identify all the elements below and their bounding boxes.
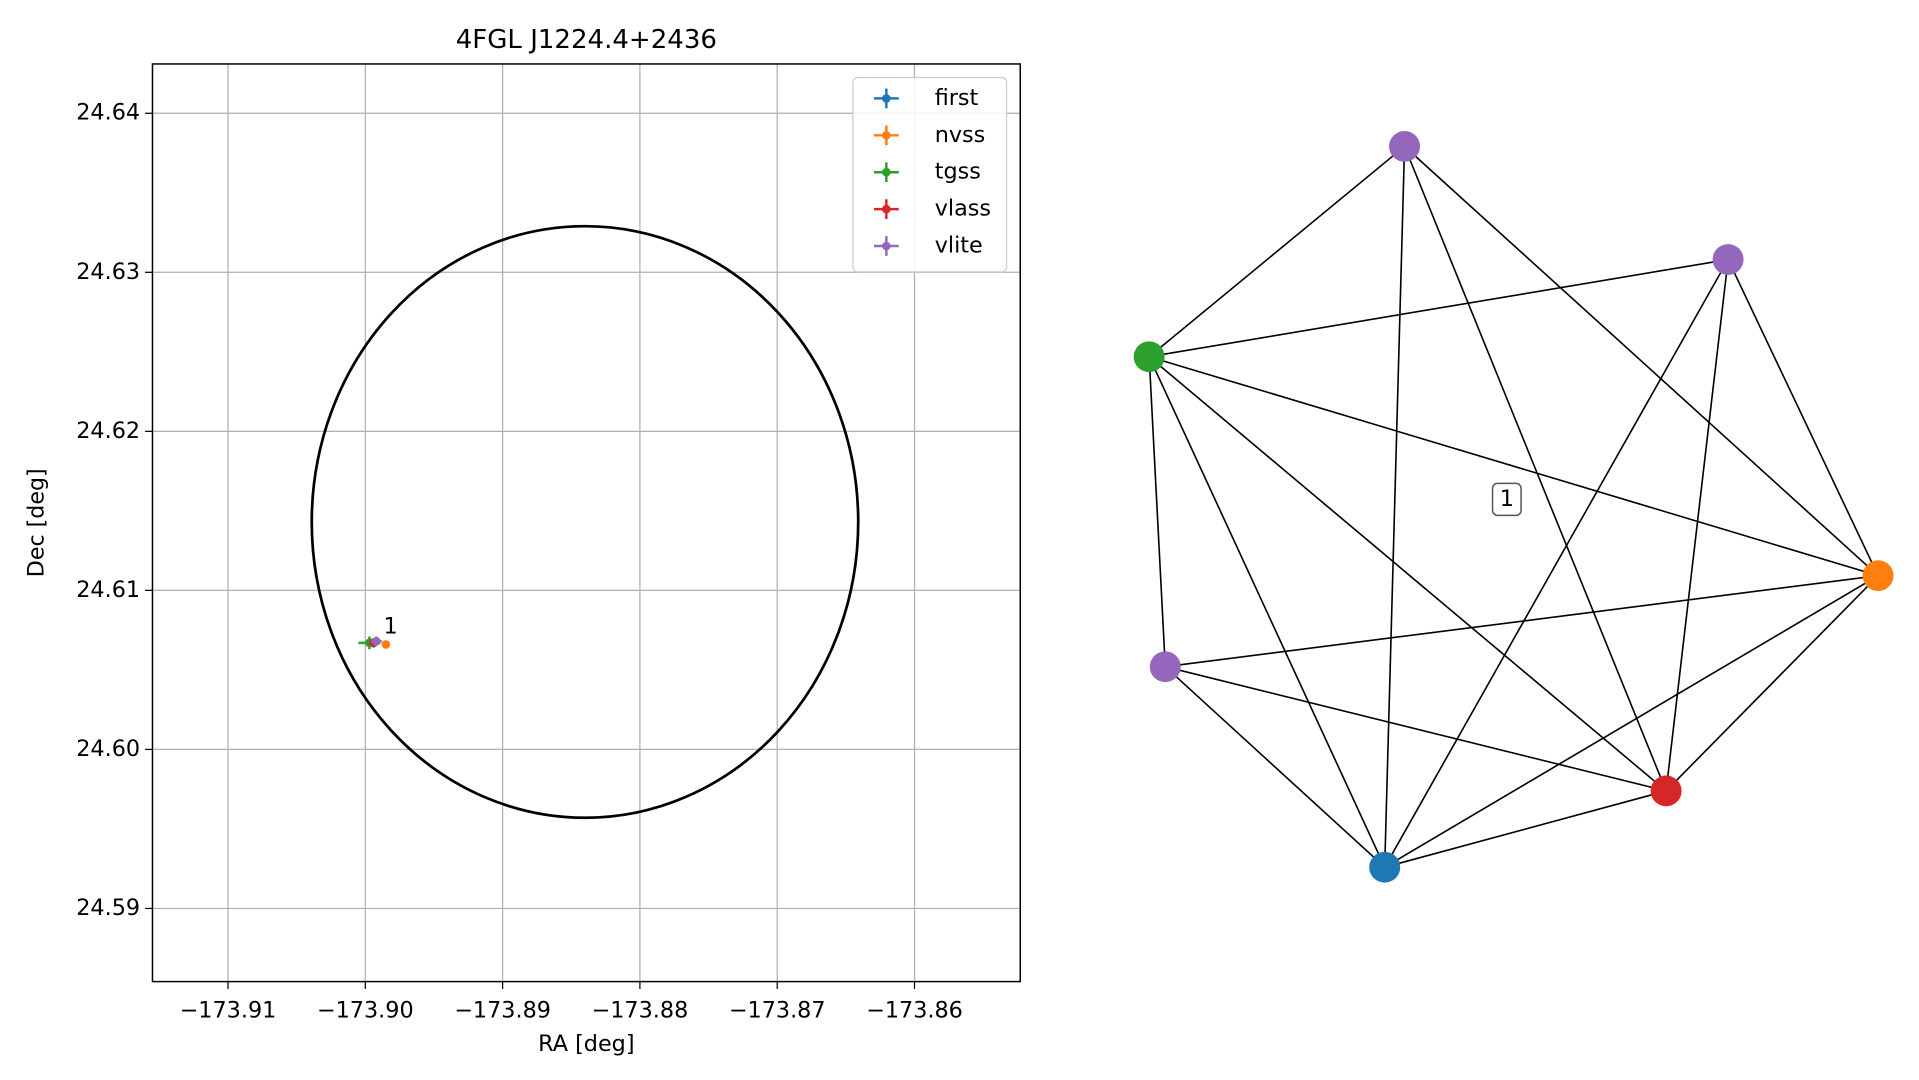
edge xyxy=(1403,145,1879,577)
edge xyxy=(1148,355,1879,577)
x-tick-label: −173.88 xyxy=(592,998,689,1024)
chart-title: 4FGL J1224.4+2436 xyxy=(456,25,717,55)
edge xyxy=(1148,356,1667,792)
edge xyxy=(1384,259,1729,868)
y-tick-label: 24.63 xyxy=(76,259,140,285)
x-tick-label: −173.87 xyxy=(729,998,826,1024)
edge xyxy=(1165,665,1667,792)
legend-label: nvss xyxy=(935,122,986,148)
edge xyxy=(1149,258,1729,358)
legend-label: vlass xyxy=(935,196,991,222)
edge xyxy=(1384,574,1879,868)
node xyxy=(1862,560,1894,592)
edge xyxy=(1383,146,1406,868)
node-label: 1 xyxy=(1500,486,1514,512)
y-tick-label: 24.60 xyxy=(76,736,140,762)
edge xyxy=(1384,790,1667,868)
legend-label: vlite xyxy=(935,233,983,259)
edge xyxy=(1165,574,1879,668)
edge xyxy=(1148,145,1406,358)
annotation: 1 xyxy=(383,613,397,639)
legend-swatch xyxy=(882,204,891,214)
edge xyxy=(1665,259,1729,792)
y-tick-label: 24.59 xyxy=(76,895,140,921)
legend-swatch xyxy=(882,94,891,103)
legend-swatch xyxy=(882,131,891,140)
x-tick-label: −173.89 xyxy=(454,998,551,1024)
legend-swatch xyxy=(882,167,891,177)
label-box xyxy=(1491,482,1522,517)
edge xyxy=(1164,666,1386,868)
node xyxy=(1712,244,1744,275)
edge xyxy=(1148,356,1167,667)
node xyxy=(1650,775,1682,807)
edge xyxy=(1148,356,1386,868)
y-tick-label: 24.61 xyxy=(76,577,140,603)
point xyxy=(381,640,391,649)
x-axis-label: RA [deg] xyxy=(538,1031,634,1057)
node xyxy=(1149,651,1181,683)
y-tick-label: 24.64 xyxy=(76,100,140,126)
legend-label: first xyxy=(935,85,979,111)
x-tick-label: −173.90 xyxy=(317,998,414,1024)
edge xyxy=(1727,259,1879,577)
node xyxy=(1389,131,1421,162)
y-axis-label: Dec [deg] xyxy=(24,468,50,577)
node xyxy=(1369,851,1401,883)
point xyxy=(371,636,381,646)
region-outline xyxy=(310,224,860,820)
x-tick-label: −173.91 xyxy=(180,998,277,1024)
node xyxy=(1133,341,1165,373)
legend-label: tgss xyxy=(935,159,981,185)
legend-swatch xyxy=(882,241,891,251)
y-tick-label: 24.62 xyxy=(76,418,140,444)
edge xyxy=(1403,146,1667,792)
edge xyxy=(1665,575,1879,792)
x-tick-label: −173.86 xyxy=(866,998,963,1024)
legend-box xyxy=(852,76,1008,273)
axes-frame xyxy=(151,63,1021,983)
